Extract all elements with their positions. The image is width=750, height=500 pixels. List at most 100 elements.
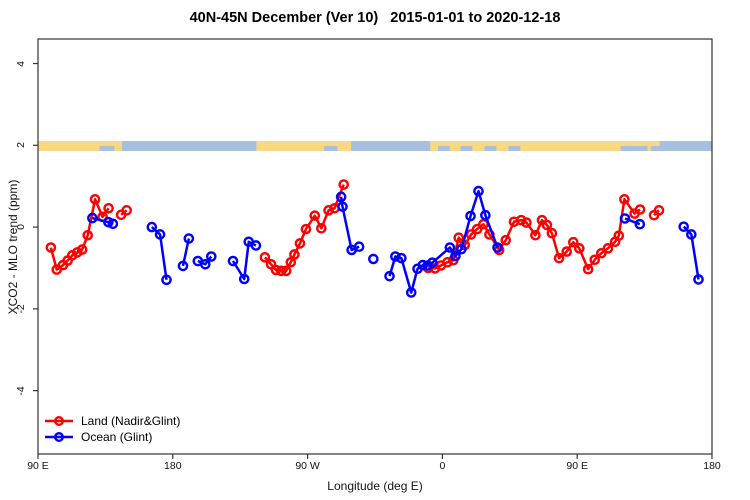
data-point-ocean (417, 259, 429, 271)
data-point-land (103, 202, 114, 214)
series-line-land (263, 184, 345, 273)
data-point-land (541, 219, 553, 231)
y-tick-label: -2 (15, 304, 27, 314)
x-tick-label: 180 (703, 460, 721, 472)
map-band-ocean-patch (460, 146, 473, 151)
data-point-land (442, 256, 453, 268)
data-point-land (82, 229, 94, 241)
data-point-ocean (335, 191, 347, 203)
series-line-ocean (388, 189, 499, 294)
data-point-land (259, 252, 271, 263)
data-point-ocean (384, 270, 395, 282)
data-point-land (323, 205, 334, 216)
data-point-land (500, 234, 512, 246)
data-point-ocean (250, 240, 262, 251)
x-tick-label: 0 (439, 460, 446, 472)
x-tick-label: 90 E (566, 460, 588, 472)
data-point-ocean (427, 257, 438, 268)
data-point-land (300, 223, 312, 235)
data-point-land (453, 232, 465, 244)
data-point-land (561, 246, 573, 257)
legend-item-land: Land (Nadir&Glint) (44, 413, 180, 429)
data-point-land (294, 238, 306, 249)
data-point-land (270, 264, 282, 276)
data-point-ocean (337, 201, 348, 212)
map-band-ocean-patch (437, 146, 450, 151)
chart-title: 40N-45N December (Ver 10) 2015-01-01 to … (189, 10, 561, 26)
data-point-ocean (634, 218, 646, 230)
map-band-ocean-patch (324, 146, 338, 151)
data-point-land (619, 193, 630, 205)
y-tick-label: 4 (15, 60, 27, 67)
data-point-land (309, 210, 321, 221)
data-point-land (582, 263, 594, 275)
map-band-land-segment (256, 141, 352, 151)
data-point-ocean (686, 229, 697, 240)
land-series-symbol-icon (45, 416, 73, 426)
map-band-ocean-patch (620, 146, 648, 151)
data-point-land (546, 227, 558, 239)
data-point-ocean (154, 229, 166, 240)
legend-label-land: Land (Nadir&Glint) (81, 414, 181, 428)
data-point-land (76, 244, 88, 255)
ocean-series-symbol-icon (45, 432, 73, 442)
data-point-ocean (161, 274, 172, 286)
data-point-ocean (205, 251, 217, 262)
data-point-ocean (146, 221, 158, 233)
data-point-ocean (619, 213, 631, 224)
data-point-land (280, 265, 292, 277)
x-tick-label: 90 E (27, 460, 49, 472)
data-point-land (521, 217, 532, 228)
data-point-land (573, 243, 585, 254)
data-point-land (45, 242, 57, 253)
map-band-ocean-patch (99, 146, 115, 151)
series-line-ocean (624, 217, 641, 226)
data-point-land (338, 179, 349, 190)
data-point-land (589, 254, 601, 266)
data-point-ocean (678, 221, 689, 232)
data-point-land (465, 229, 477, 240)
data-point-ocean (480, 209, 491, 221)
data-point-ocean (183, 233, 195, 244)
data-point-ocean (87, 212, 98, 224)
data-point-ocean (396, 252, 407, 264)
data-point-ocean (390, 251, 401, 262)
data-point-ocean (444, 242, 456, 253)
y-tick-label: 2 (15, 142, 27, 149)
map-band-ocean-segment (121, 141, 257, 151)
data-point-ocean (200, 258, 211, 270)
data-point-land (530, 229, 541, 241)
data-point-ocean (473, 185, 484, 197)
map-band-land-segment (430, 141, 651, 151)
map-band-ocean-segment (351, 141, 431, 151)
data-point-land (515, 214, 527, 226)
map-band-ocean-patch (484, 146, 497, 151)
x-tick-label: 90 W (295, 460, 320, 472)
data-point-ocean (450, 250, 461, 262)
legend-item-ocean: Ocean (Glint) (44, 429, 180, 445)
data-point-land (653, 205, 665, 216)
data-point-land (602, 243, 614, 254)
legend: Land (Nadir&Glint) Ocean (Glint) (44, 413, 180, 445)
plot-border (37, 38, 713, 455)
data-point-land (471, 223, 483, 235)
data-point-land (613, 230, 625, 241)
map-band-ocean-patch (508, 146, 521, 151)
data-point-ocean (693, 274, 704, 285)
data-point-land (289, 249, 300, 260)
map-band-land-segment (38, 141, 122, 151)
y-tick-label: -4 (15, 385, 27, 396)
data-point-land (89, 193, 101, 205)
legend-label-ocean: Ocean (Glint) (81, 430, 153, 444)
x-axis-label: Longitude (deg E) (327, 479, 423, 493)
series-line-ocean (339, 196, 360, 252)
data-point-ocean (405, 287, 417, 298)
series-line-land (49, 198, 110, 271)
data-point-ocean (368, 253, 379, 265)
data-point-land (275, 265, 287, 277)
data-point-ocean (177, 260, 189, 272)
data-point-land (553, 252, 565, 264)
data-point-ocean (353, 241, 365, 253)
